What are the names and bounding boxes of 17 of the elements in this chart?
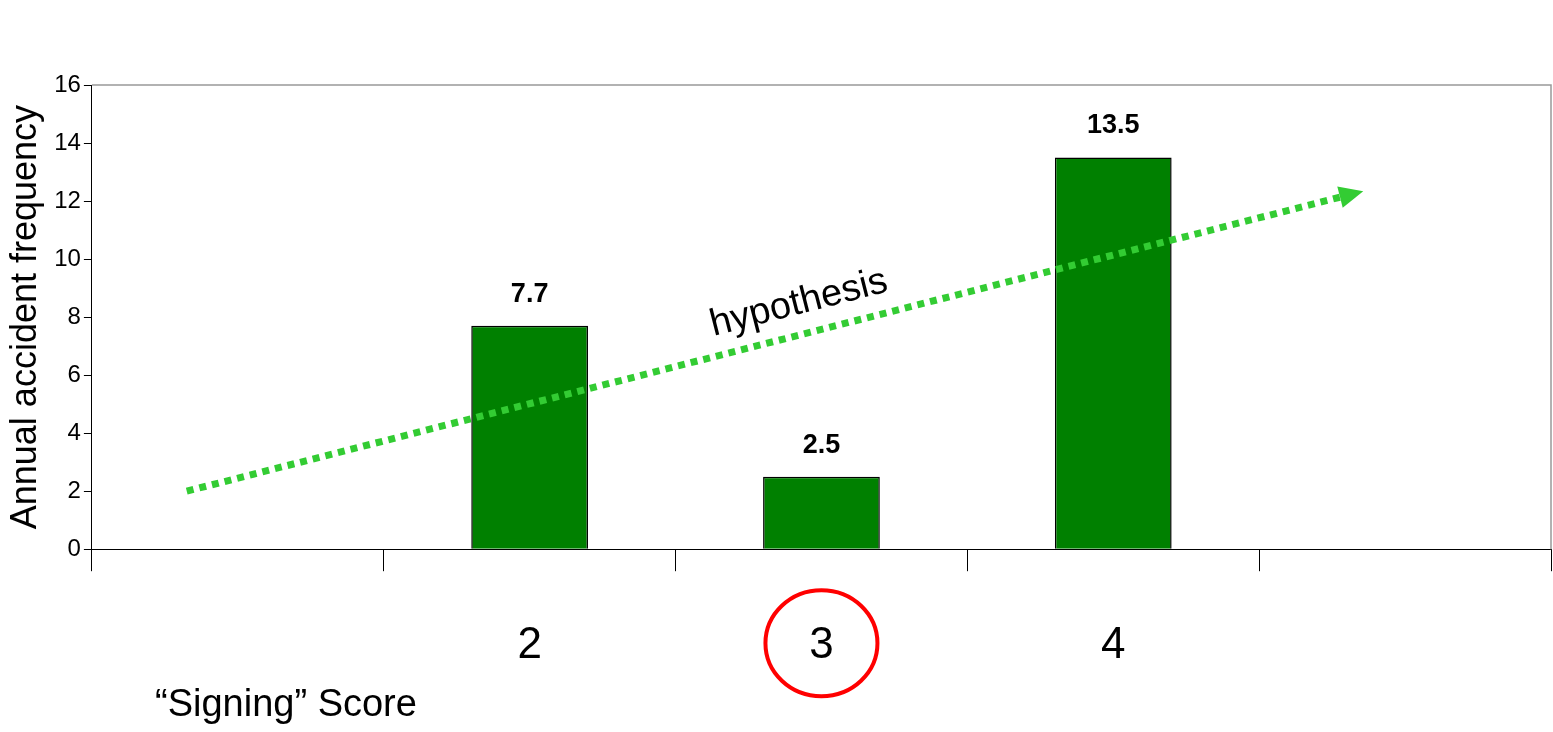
y-tick-label: 4 <box>67 417 81 445</box>
y-tick-label: 16 <box>54 69 81 97</box>
y-tick-label: 14 <box>54 127 81 155</box>
x-tick-label: 4 <box>1101 617 1126 667</box>
y-tick-label: 6 <box>67 359 81 387</box>
x-tick-label: 2 <box>517 617 542 667</box>
y-axis-title: Annual accident frequency <box>2 104 44 530</box>
y-tick-label: 0 <box>67 533 81 561</box>
x-tick-label: 3 <box>809 617 834 667</box>
y-tick-label: 2 <box>67 475 81 503</box>
y-tick-label: 8 <box>67 301 81 329</box>
x-axis-title: “Signing” Score <box>155 682 417 725</box>
y-tick-label: 12 <box>54 185 81 213</box>
data-label: 2.5 <box>802 428 841 459</box>
data-label: 7.7 <box>510 277 549 308</box>
data-label: 13.5 <box>1086 109 1140 140</box>
y-tick-label: 10 <box>54 243 81 271</box>
